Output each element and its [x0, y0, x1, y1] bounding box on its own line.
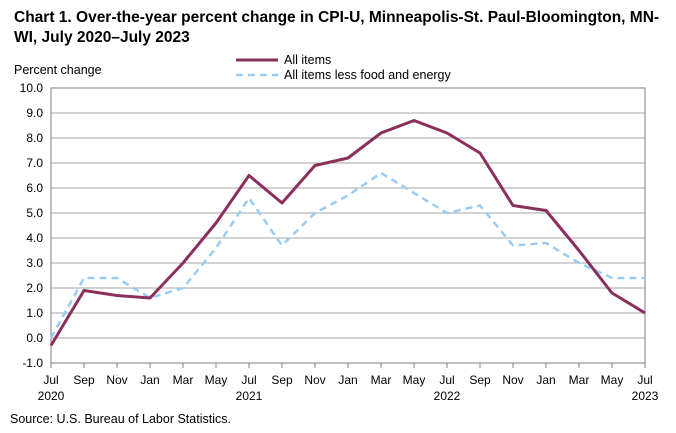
x-tick-label: Nov: [304, 373, 325, 387]
chart-title: Chart 1. Over-the-year percent change in…: [14, 9, 660, 46]
x-tick-label: Sep: [469, 373, 491, 387]
x-tick-year-label: 2021: [236, 389, 263, 403]
x-tick-label: Nov: [502, 373, 523, 387]
y-tick-label: -1.0: [22, 356, 43, 370]
legend-label-1: All items less food and energy: [284, 68, 452, 82]
y-axis-label: Percent change: [14, 63, 102, 77]
y-tick-label: 2.0: [26, 281, 43, 295]
series-line-0: [49, 119, 646, 347]
x-tick-label: Mar: [173, 373, 194, 387]
x-tick-year-label: 2020: [38, 389, 65, 403]
y-tick-label: 10.0: [20, 81, 44, 95]
source-note: Source: U.S. Bureau of Labor Statistics.: [10, 412, 231, 426]
x-tick-label: May: [403, 373, 426, 387]
y-tick-label: 9.0: [26, 106, 43, 120]
plot-border: [50, 87, 646, 364]
x-tick-label: Mar: [569, 373, 590, 387]
y-tick-label: 7.0: [26, 156, 43, 170]
x-tick-label: Jan: [536, 373, 555, 387]
x-tick-label: Sep: [73, 373, 95, 387]
y-tick-label: 4.0: [26, 231, 43, 245]
x-tick-label: Sep: [271, 373, 293, 387]
x-tick-labels: Jul 2020 Sep Nov Jan Mar May Jul 2021 Sep Nov Jan Ma…: [38, 373, 659, 403]
series-lines: [49, 119, 646, 347]
legend-label-0: All items: [284, 53, 331, 67]
y-tick-label: 5.0: [26, 206, 43, 220]
x-tick-label: Jul: [637, 373, 652, 387]
x-tick-label: Mar: [371, 373, 392, 387]
x-tick-label: Jul: [439, 373, 454, 387]
y-tick-labels: -1.0 0.0 1.0 2.0 3.0 4.0 5.0 6.0 7.0 8.0 9.0 10.0: [20, 81, 44, 370]
x-tick-year-label: 2023: [632, 389, 659, 403]
axes: [50, 87, 646, 368]
y-tick-label: 6.0: [26, 181, 43, 195]
y-tick-label: 3.0: [26, 256, 43, 270]
grid-lines: [51, 87, 645, 364]
x-tick-label: Jan: [140, 373, 159, 387]
x-tick-label: May: [601, 373, 624, 387]
x-tick-label: Jul: [43, 373, 58, 387]
y-tick-label: 8.0: [26, 131, 43, 145]
x-tick-label: Jul: [241, 373, 256, 387]
y-tick-label: 1.0: [26, 306, 43, 320]
x-tick-label: May: [205, 373, 228, 387]
x-tick-label: Nov: [106, 373, 127, 387]
series-line-1: [49, 171, 645, 339]
x-tick-year-label: 2022: [434, 389, 461, 403]
y-tick-label: 0.0: [26, 331, 43, 345]
x-tick-label: Jan: [338, 373, 357, 387]
